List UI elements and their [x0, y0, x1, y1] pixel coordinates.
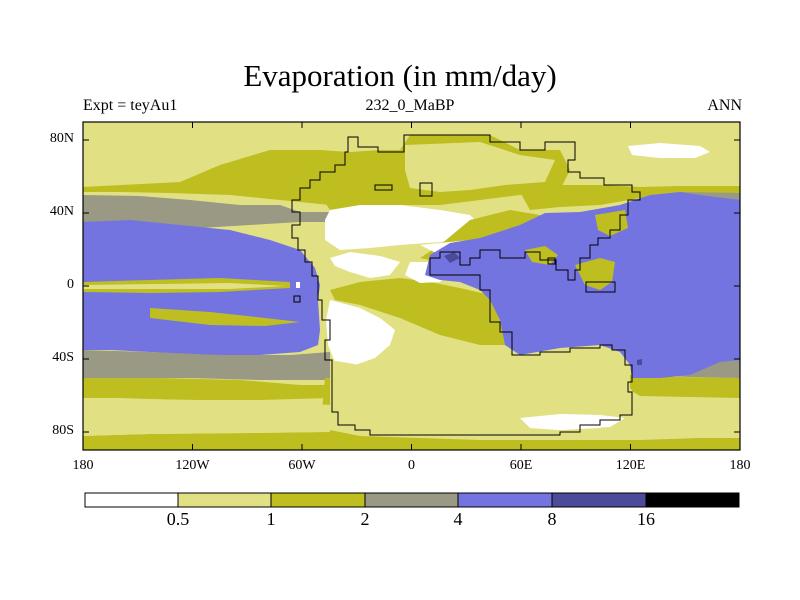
plot-title: Evaporation (in mm/day) — [243, 58, 557, 93]
experiment-label: Expt = teyAu1 — [83, 97, 178, 114]
x-tick-label: 60W — [288, 458, 316, 473]
colorbar-label: 8 — [547, 509, 557, 529]
colorbar-label: 2 — [360, 509, 370, 529]
colorbar-label: 4 — [453, 509, 463, 529]
colorbar — [84, 492, 740, 508]
x-tick-label: 180 — [729, 458, 751, 473]
colorbar-box — [457, 492, 553, 508]
field-region-pangaea-band-green — [330, 278, 520, 345]
season-label: ANN — [707, 97, 742, 114]
coastline — [291, 134, 641, 436]
colorbar-box — [84, 492, 179, 508]
coastline-interior-lake-2 — [419, 182, 433, 197]
field-region-tethys-dark-spot-2 — [637, 359, 642, 365]
coastline-island-3 — [585, 281, 616, 293]
y-tick-label: 40N — [49, 204, 74, 219]
y-axis — [83, 139, 740, 433]
y-tick-label: 0 — [67, 277, 74, 292]
colorbar-box — [645, 492, 740, 508]
field-region-south-gray — [83, 350, 330, 380]
time-label: 232_0_MaBP — [365, 97, 455, 114]
colorbar-label: 0.5 — [166, 509, 190, 529]
coastline-interior-lake — [374, 184, 393, 191]
x-axis — [82, 122, 741, 450]
field-region-south-white-strip — [520, 414, 625, 430]
field-region-south-green-west — [83, 378, 330, 400]
colorbar-box — [551, 492, 647, 508]
x-tick-label: 120E — [615, 458, 646, 473]
field-region-west-white — [296, 282, 300, 288]
colorbar-label: 1 — [266, 509, 276, 529]
field-region-south-green-se — [630, 375, 740, 398]
x-tick-label: 180 — [72, 458, 94, 473]
x-tick-label: 120W — [175, 458, 210, 473]
x-tick-label: 0 — [408, 458, 415, 473]
field-region-south-edge-pale — [83, 398, 330, 436]
x-tick-label: 60E — [509, 458, 533, 473]
field-region-north-green-east — [520, 185, 740, 210]
colorbar-box — [270, 492, 366, 508]
y-tick-label: 40S — [52, 350, 74, 365]
y-tick-label: 80S — [52, 423, 74, 438]
field-region-pangaea-white-2 — [330, 252, 400, 278]
map-field — [83, 122, 740, 450]
field-region-south-continent — [330, 360, 632, 432]
field-region-pangaea-white-1 — [325, 205, 480, 250]
colorbar-box — [177, 492, 272, 508]
field-region-pangaea-north-pale — [405, 142, 555, 192]
field-region-arctic-white — [628, 143, 710, 158]
field-region-pacific-tongue-3 — [150, 308, 300, 326]
field-region-tethys-dark-spot — [444, 252, 460, 263]
colorbar-label: 16 — [637, 509, 655, 529]
field-region-south-edge-green — [83, 378, 740, 450]
coastline-island-1 — [293, 295, 301, 303]
colorbar-box — [364, 492, 459, 508]
field-region-pacific-tongue-2 — [83, 283, 285, 289]
field-region-midlat-gray-west — [83, 195, 330, 228]
y-tick-label: 80N — [49, 131, 74, 146]
coastline-island-2 — [547, 257, 556, 265]
field-region-pangaea-white-3 — [326, 300, 395, 365]
